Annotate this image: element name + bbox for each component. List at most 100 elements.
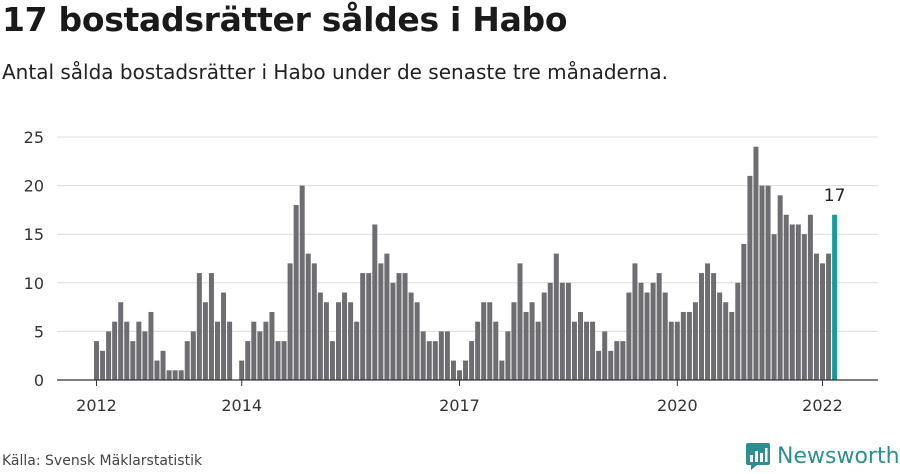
bar bbox=[783, 214, 789, 380]
bar bbox=[166, 370, 172, 380]
bar bbox=[263, 321, 269, 380]
bar bbox=[705, 263, 711, 380]
bar bbox=[602, 331, 608, 380]
bar bbox=[329, 341, 335, 380]
bar bbox=[571, 321, 577, 380]
bar bbox=[469, 341, 475, 380]
bar bbox=[765, 185, 771, 380]
bar bbox=[807, 214, 813, 380]
bar bbox=[771, 234, 777, 380]
bar bbox=[711, 273, 717, 380]
bar bbox=[747, 175, 753, 380]
bar bbox=[172, 370, 178, 380]
bar bbox=[354, 321, 360, 380]
y-tick-label: 5 bbox=[34, 322, 44, 341]
bar bbox=[208, 273, 214, 380]
bar bbox=[136, 321, 142, 380]
bar bbox=[777, 195, 783, 380]
bar bbox=[795, 224, 801, 380]
bars bbox=[94, 146, 838, 380]
bar bbox=[130, 341, 136, 380]
bar bbox=[106, 331, 112, 380]
bar bbox=[584, 321, 590, 380]
bar bbox=[523, 311, 529, 380]
bar bbox=[432, 341, 438, 380]
bar bbox=[644, 292, 650, 380]
bar bbox=[547, 282, 553, 380]
bar bbox=[311, 263, 317, 380]
bar bbox=[94, 341, 99, 380]
chart-title: 17 bostadsrätter såldes i Habo bbox=[2, 0, 568, 39]
bar bbox=[154, 360, 160, 380]
bar bbox=[820, 263, 825, 380]
bar bbox=[317, 292, 323, 380]
bar bbox=[680, 311, 686, 380]
bar bbox=[287, 263, 293, 380]
bar bbox=[813, 253, 819, 380]
source-credit: Källa: Svensk Mäklarstatistik bbox=[2, 453, 203, 469]
bar bbox=[336, 302, 341, 380]
bar bbox=[305, 253, 311, 380]
bar bbox=[293, 205, 299, 380]
bar bbox=[650, 282, 656, 380]
highlighted-bar bbox=[832, 214, 838, 380]
bar bbox=[100, 350, 106, 380]
bar bbox=[257, 331, 263, 380]
bar bbox=[668, 321, 674, 380]
y-tick-label: 0 bbox=[34, 371, 44, 390]
chart-subtitle: Antal sålda bostadsrätter i Habo under d… bbox=[2, 60, 669, 84]
bar bbox=[414, 302, 420, 380]
bar bbox=[148, 311, 154, 380]
bar bbox=[245, 341, 251, 380]
bar bbox=[450, 360, 456, 380]
bar bbox=[275, 341, 281, 380]
bar bbox=[614, 341, 620, 380]
bar bbox=[384, 253, 390, 380]
bar bbox=[323, 302, 329, 380]
bar bbox=[674, 321, 680, 380]
x-axis-ticks: 2012 2014 2017 2020 2022 bbox=[76, 380, 843, 415]
bar bbox=[801, 234, 807, 380]
bar bbox=[632, 263, 638, 380]
bar bbox=[390, 282, 396, 380]
bar bbox=[481, 302, 487, 380]
x-tick-label: 2014 bbox=[221, 396, 262, 415]
bar bbox=[729, 311, 735, 380]
y-tick-label: 25 bbox=[24, 128, 44, 147]
bar bbox=[457, 370, 462, 380]
bar bbox=[499, 360, 505, 380]
bar bbox=[529, 302, 535, 380]
bar bbox=[196, 273, 202, 380]
x-tick-label: 2012 bbox=[76, 396, 117, 415]
bar bbox=[759, 185, 765, 380]
bar bbox=[517, 263, 523, 380]
bar bbox=[487, 302, 493, 380]
bar bbox=[360, 273, 366, 380]
bar bbox=[717, 292, 723, 380]
bar bbox=[565, 282, 571, 380]
bar bbox=[662, 292, 668, 380]
bar bbox=[202, 302, 208, 380]
bar bbox=[438, 331, 444, 380]
bar bbox=[475, 321, 481, 380]
bar bbox=[215, 321, 220, 380]
y-tick-label: 20 bbox=[24, 177, 44, 196]
bar bbox=[699, 273, 704, 380]
bar bbox=[505, 331, 511, 380]
bar bbox=[426, 341, 432, 380]
bar bbox=[112, 321, 118, 380]
highlight-value-label: 17 bbox=[824, 186, 846, 206]
bar bbox=[221, 292, 227, 380]
bar bbox=[184, 341, 190, 380]
newsworthy-logo-icon bbox=[746, 443, 770, 470]
bar bbox=[342, 292, 348, 380]
bar bbox=[789, 224, 795, 380]
bar bbox=[420, 331, 426, 380]
bar bbox=[559, 282, 565, 380]
bar bbox=[493, 321, 499, 380]
bar bbox=[348, 302, 354, 380]
bar bbox=[239, 360, 245, 380]
bar bbox=[608, 350, 614, 380]
x-tick-label: 2022 bbox=[802, 396, 843, 415]
bar bbox=[281, 341, 287, 380]
